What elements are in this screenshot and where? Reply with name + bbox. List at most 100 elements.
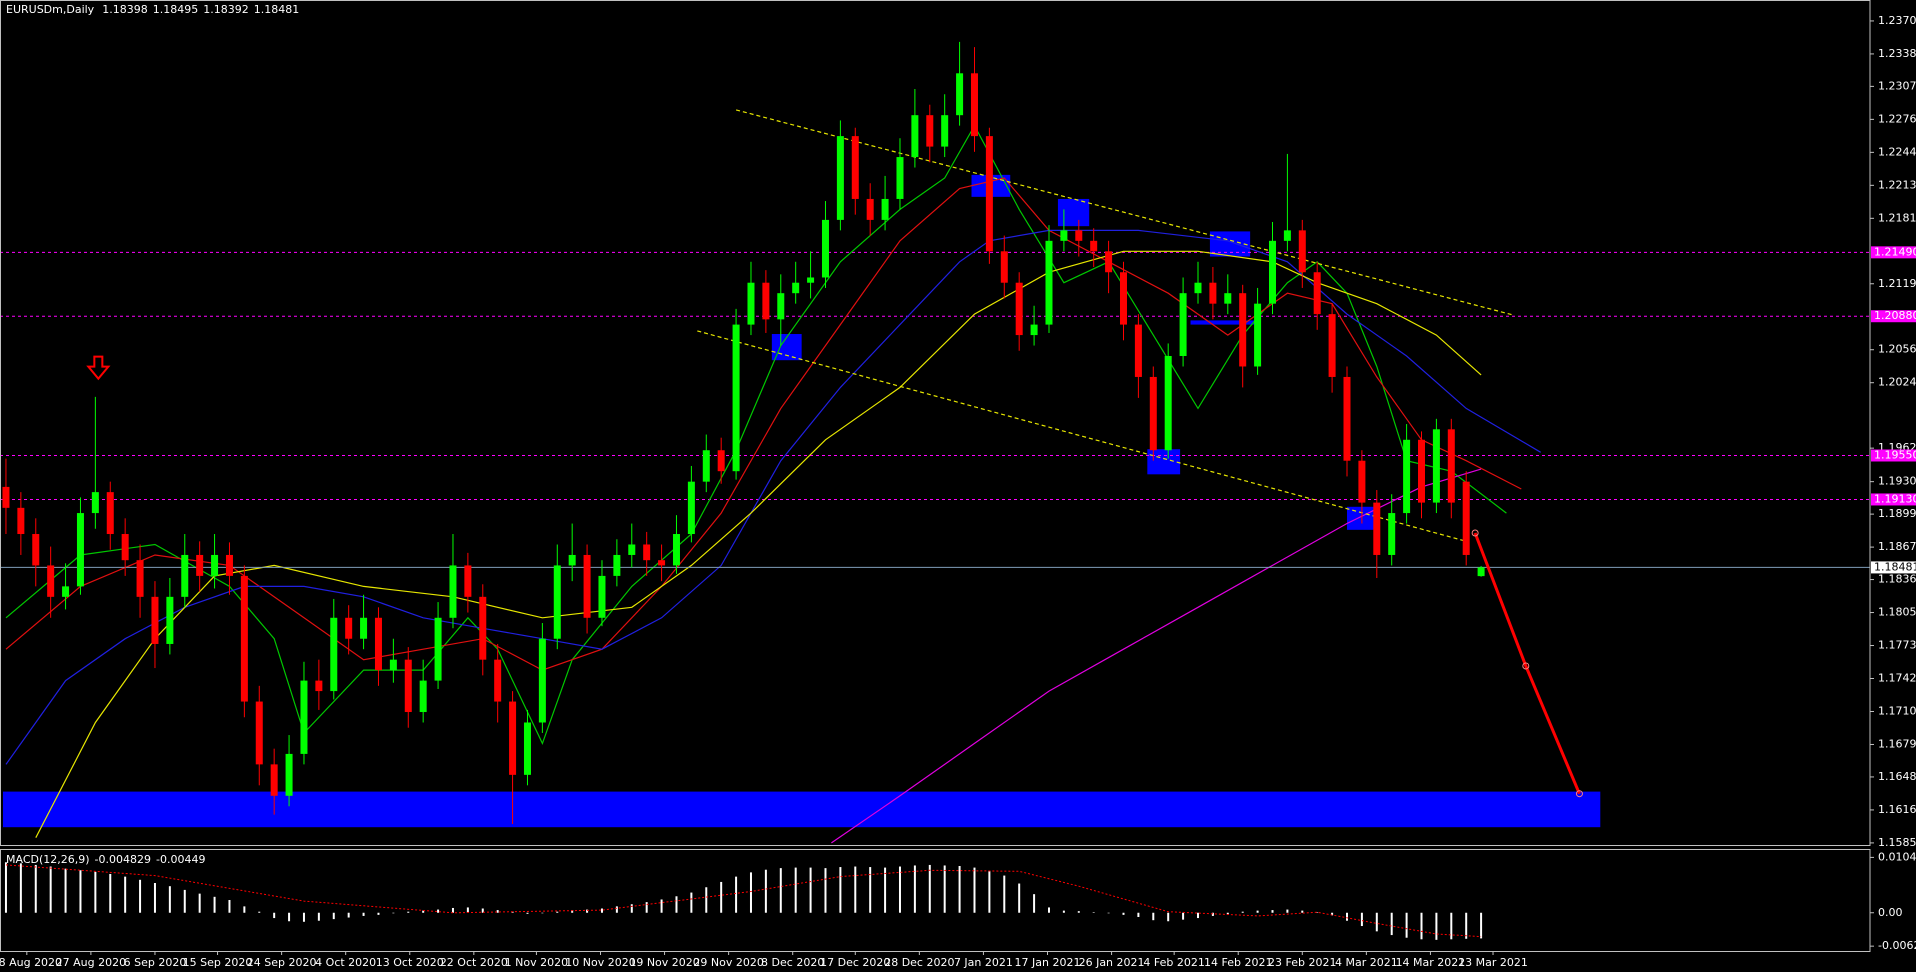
- candle-body: [717, 450, 725, 472]
- candle-body: [1313, 272, 1321, 315]
- candle-body: [240, 575, 248, 702]
- candle-body: [345, 617, 353, 639]
- zone: [1190, 320, 1260, 325]
- x-tick-label: 22 Oct 2020: [440, 956, 508, 969]
- candle-body: [449, 565, 457, 618]
- level-label-box: [1871, 493, 1916, 506]
- candle-body: [956, 73, 964, 116]
- candle-body: [494, 659, 502, 702]
- candle-body: [151, 596, 159, 644]
- y-tick-label: 1.21815: [1878, 211, 1916, 224]
- x-tick-label: 23 Mar 2021: [1458, 956, 1528, 969]
- y-tick-label: 1.18365: [1878, 573, 1916, 586]
- candle-body: [672, 534, 680, 566]
- macd-frame: [0, 849, 1871, 952]
- candle-body: [821, 219, 829, 278]
- candle-body: [1373, 502, 1381, 555]
- x-tick-label: 4 Feb 2021: [1143, 956, 1204, 969]
- level-label-box: [1871, 449, 1916, 462]
- candle-body: [926, 115, 934, 147]
- x-tick-label: 14 Mar 2021: [1396, 956, 1466, 969]
- y-tick-label: 1.22445: [1878, 145, 1916, 158]
- candle-body: [1105, 251, 1113, 273]
- candle-body: [538, 638, 546, 723]
- y-tick-label: 1.18675: [1878, 540, 1916, 553]
- level-label: 1.19130: [1874, 492, 1916, 505]
- candle-body: [32, 534, 40, 566]
- x-tick-label: 26 Jan 2021: [1079, 956, 1145, 969]
- candle-body: [464, 565, 472, 597]
- candle-body: [166, 596, 174, 644]
- current-price-label: 1.18481: [1874, 560, 1916, 573]
- candle-body: [270, 764, 278, 796]
- y-tick-label: 1.16480: [1878, 770, 1916, 783]
- y-tick-label: 1.18050: [1878, 606, 1916, 619]
- candle-body: [1417, 439, 1425, 503]
- candle-body: [643, 544, 651, 561]
- candle-body: [1298, 230, 1306, 273]
- candle-body: [1075, 230, 1083, 241]
- projection-line: [1473, 532, 1581, 795]
- level-label-box: [1871, 246, 1916, 259]
- y-tick-label: 1.17420: [1878, 672, 1916, 685]
- candle-body: [658, 560, 666, 566]
- candle-body: [404, 659, 412, 713]
- candle-body: [225, 554, 233, 576]
- candle-body: [583, 554, 591, 618]
- symbol: EURUSDm,Daily: [6, 3, 95, 16]
- x-tick-label: 10 Nov 2020: [565, 956, 635, 969]
- candle-body: [121, 534, 129, 561]
- y-tick-label: 1.20245: [1878, 376, 1916, 389]
- candle-body: [1477, 567, 1485, 577]
- candle-body: [62, 586, 70, 597]
- candle-body: [792, 282, 800, 294]
- moving-average: [5, 124, 1507, 745]
- current-price-box: [1871, 561, 1916, 574]
- candle-body: [568, 554, 576, 566]
- candle-body: [360, 617, 368, 639]
- candle-body: [1149, 376, 1157, 451]
- candle-body: [374, 617, 382, 671]
- candle-body: [687, 481, 695, 535]
- main-frame: [0, 0, 1871, 846]
- candle-body: [836, 136, 844, 220]
- projection-point: [1522, 662, 1530, 670]
- macd-panel: [4, 862, 1483, 940]
- candle-body: [196, 554, 204, 576]
- candle-body: [702, 450, 710, 482]
- candle-body: [1447, 429, 1455, 503]
- candle-body: [1030, 324, 1038, 336]
- macd-signal: [5, 864, 1482, 938]
- macd-header: MACD(12,26,9) -0.004829 -0.00449: [6, 853, 205, 866]
- x-tick-label: 4 Mar 2021: [1335, 956, 1398, 969]
- candle-body: [777, 293, 785, 320]
- candle-body: [285, 753, 293, 796]
- zone: [1057, 198, 1090, 227]
- y-tick-label: 1.22760: [1878, 112, 1916, 125]
- candle-body: [211, 554, 219, 576]
- moving-average: [831, 468, 1482, 844]
- candle-body: [553, 565, 561, 639]
- x-tick-label: 27 Aug 2020: [56, 956, 126, 969]
- candle-body: [732, 324, 740, 472]
- candle-body: [1224, 293, 1232, 304]
- x-tick-label: 29 Nov 2020: [693, 956, 763, 969]
- zone: [1147, 449, 1181, 475]
- candle-body: [300, 680, 308, 754]
- candle-body: [2, 486, 10, 508]
- candle-body: [941, 115, 949, 147]
- x-tick-label: 24 Sep 2020: [247, 956, 317, 969]
- candle-body: [389, 659, 397, 671]
- high-value: 1.18495: [153, 3, 199, 16]
- macd-tick-label: 0.01042: [1878, 850, 1916, 863]
- candle-body: [1090, 240, 1098, 252]
- x-tick-label: 23 Feb 2021: [1268, 956, 1336, 969]
- candle-body: [434, 617, 442, 681]
- x-tick-label: 14 Feb 2021: [1204, 956, 1272, 969]
- x-tick-label: 4 Oct 2020: [315, 956, 376, 969]
- candle-body: [255, 701, 263, 765]
- level-label: 1.19550: [1874, 448, 1916, 461]
- level-label: 1.20880: [1874, 309, 1916, 322]
- x-tick-label: 1 Nov 2020: [505, 956, 568, 969]
